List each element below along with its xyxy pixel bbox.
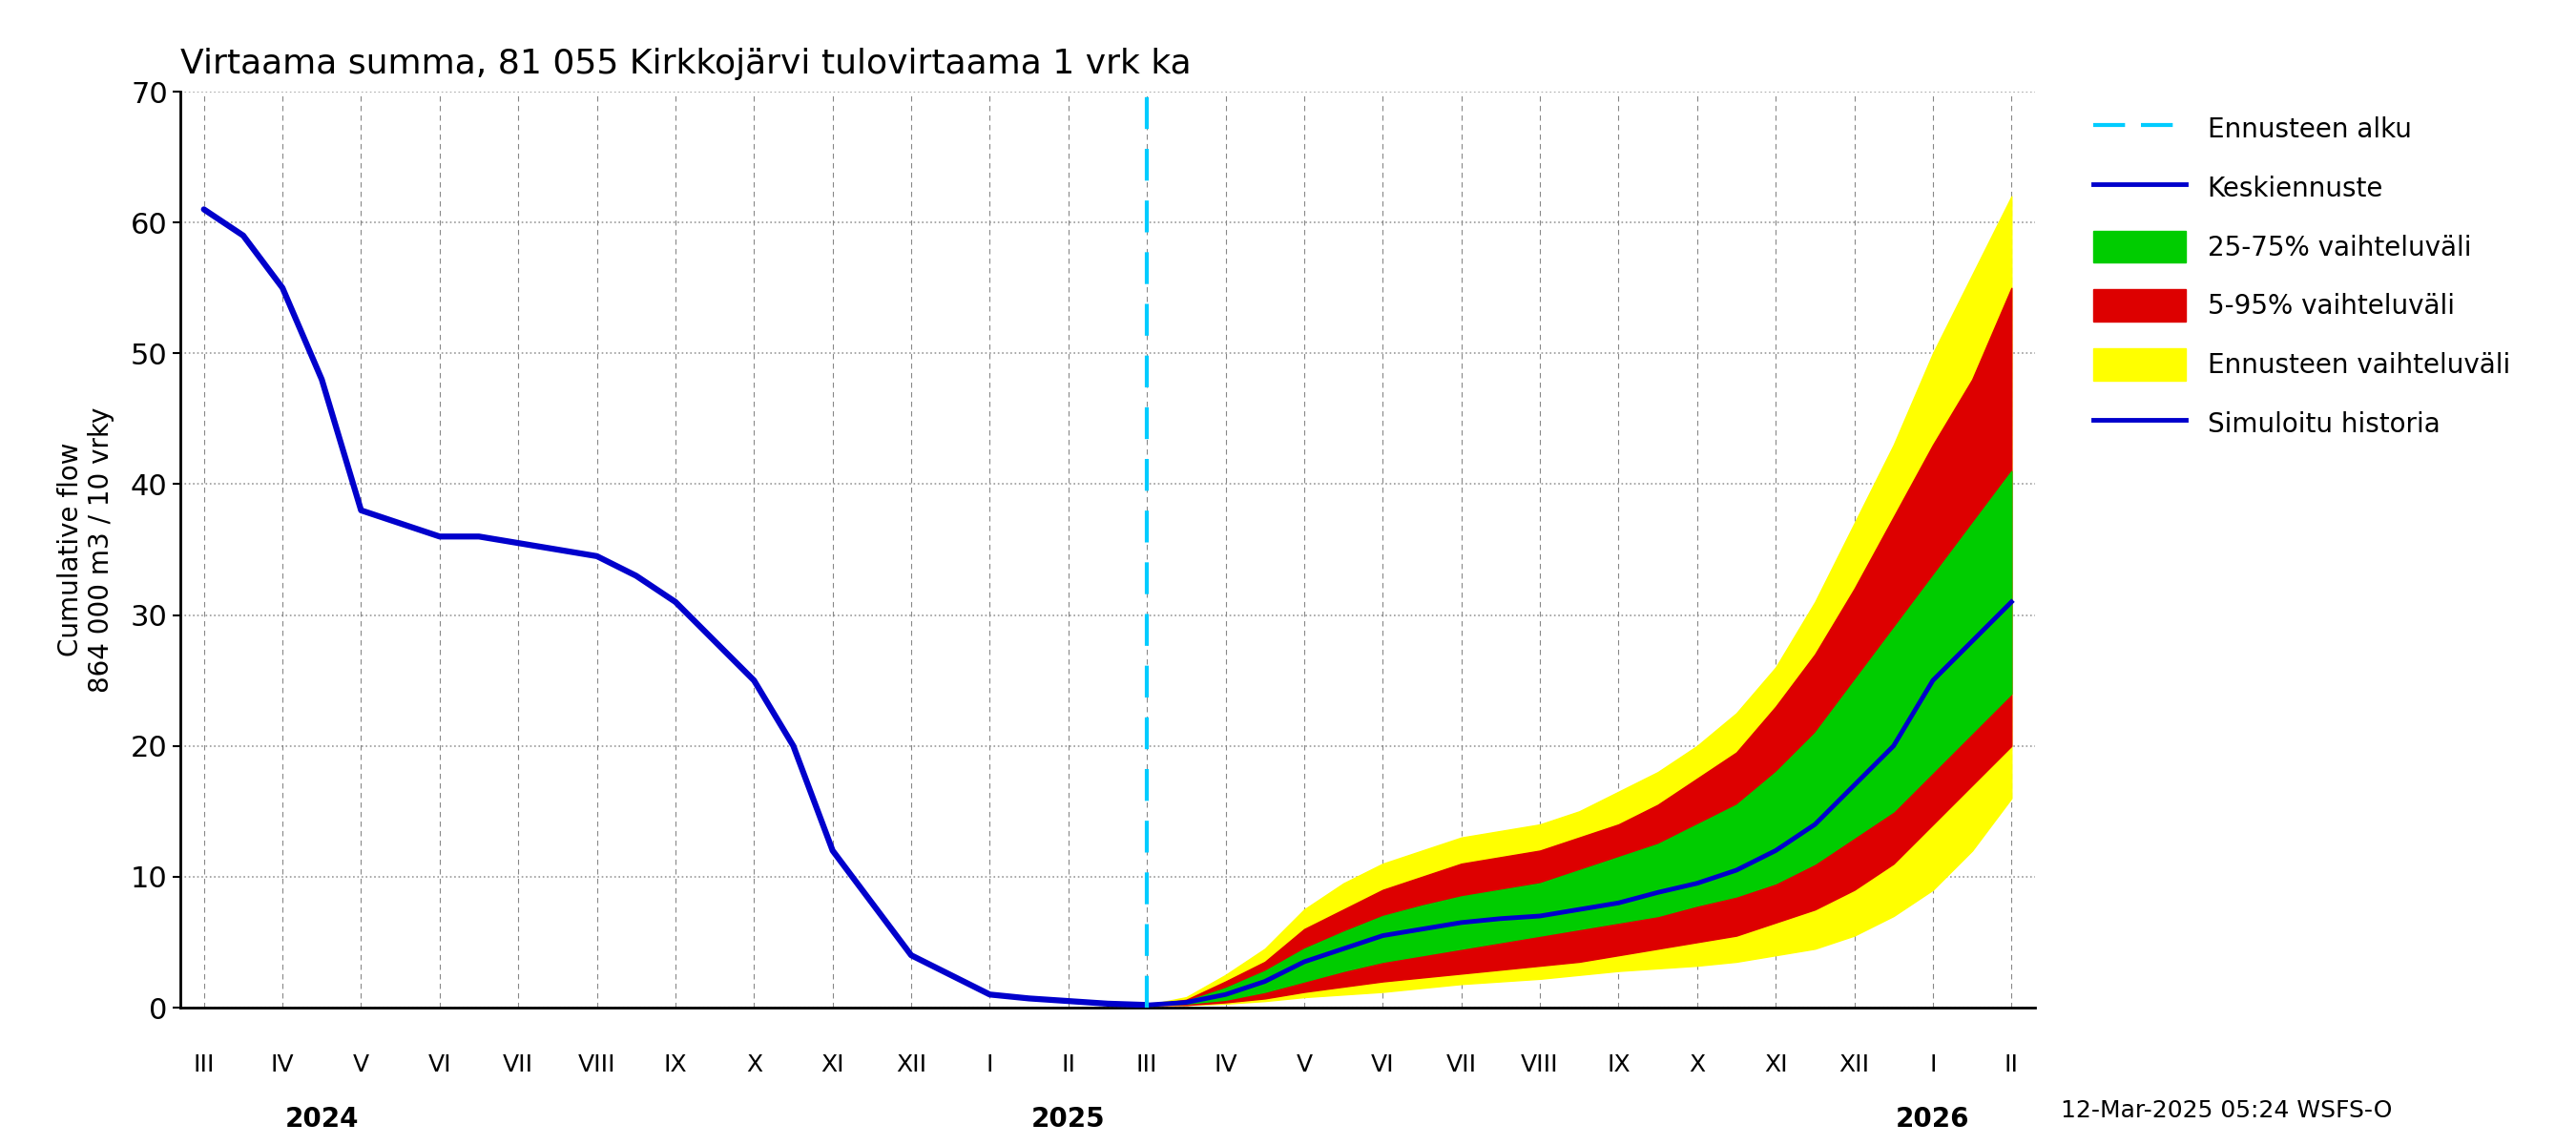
Text: IV: IV — [1213, 1053, 1236, 1076]
Text: IX: IX — [1607, 1053, 1631, 1076]
Text: V: V — [1296, 1053, 1311, 1076]
Text: 12-Mar-2025 05:24 WSFS-O: 12-Mar-2025 05:24 WSFS-O — [2061, 1099, 2393, 1122]
Text: XI: XI — [822, 1053, 845, 1076]
Text: II: II — [2004, 1053, 2020, 1076]
Text: XI: XI — [1765, 1053, 1788, 1076]
Text: 2024: 2024 — [286, 1106, 358, 1132]
Text: III: III — [1136, 1053, 1157, 1076]
Text: 2026: 2026 — [1896, 1106, 1971, 1132]
Text: I: I — [1929, 1053, 1937, 1076]
Text: XII: XII — [1839, 1053, 1870, 1076]
Text: I: I — [987, 1053, 994, 1076]
Text: VIII: VIII — [577, 1053, 616, 1076]
Text: 2025: 2025 — [1030, 1106, 1105, 1132]
Text: VI: VI — [428, 1053, 451, 1076]
Text: IV: IV — [270, 1053, 294, 1076]
Text: XII: XII — [896, 1053, 927, 1076]
Text: IX: IX — [665, 1053, 688, 1076]
Text: VII: VII — [1445, 1053, 1476, 1076]
Text: V: V — [353, 1053, 368, 1076]
Text: Virtaama summa, 81 055 Kirkkojärvi tulovirtaama 1 vrk ka: Virtaama summa, 81 055 Kirkkojärvi tulov… — [180, 47, 1190, 80]
Text: X: X — [1690, 1053, 1705, 1076]
Y-axis label: Cumulative flow
864 000 m3 / 10 vrky: Cumulative flow 864 000 m3 / 10 vrky — [57, 406, 116, 693]
Text: II: II — [1061, 1053, 1077, 1076]
Text: III: III — [193, 1053, 214, 1076]
Text: VII: VII — [502, 1053, 533, 1076]
Text: VIII: VIII — [1520, 1053, 1558, 1076]
Legend: Ennusteen alku, Keskiennuste, 25-75% vaihteluväli, 5-95% vaihteluväli, Ennusteen: Ennusteen alku, Keskiennuste, 25-75% vai… — [2087, 105, 2517, 448]
Text: X: X — [747, 1053, 762, 1076]
Text: VI: VI — [1370, 1053, 1394, 1076]
